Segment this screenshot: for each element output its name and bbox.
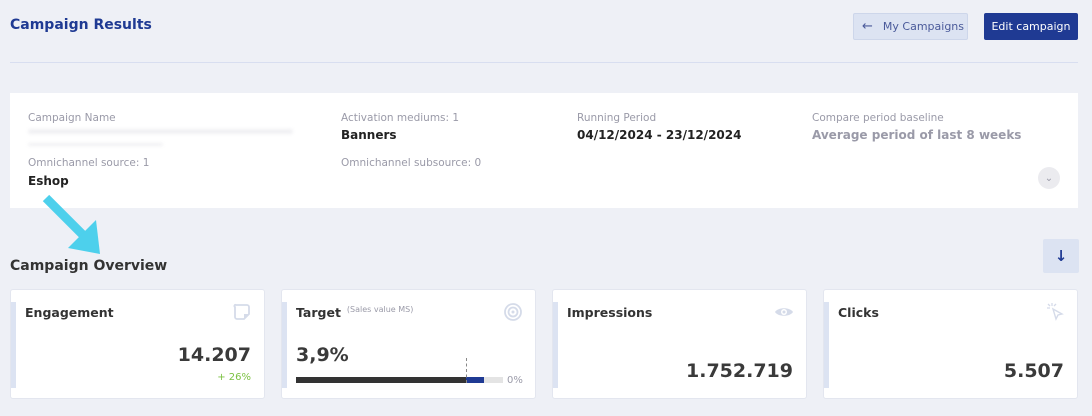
clicks-card: Clicks 5.507 <box>823 289 1078 399</box>
campaign-info-panel: Campaign Name Activation mediums: 1 Bann… <box>10 93 1078 208</box>
impressions-card: Impressions 1.752.719 <box>552 289 807 399</box>
progress-fill <box>296 377 466 383</box>
card-edge <box>282 302 287 388</box>
card-value: 5.507 <box>1003 360 1064 382</box>
activation-label: Activation mediums: 1 <box>341 112 460 124</box>
sticky-note-icon <box>233 304 250 320</box>
target-card: Target (Sales value MS) 3,9% 0% <box>281 289 536 399</box>
arrow-down-icon: ↓ <box>1054 247 1068 265</box>
baseline-label: Compare period baseline <box>812 112 944 124</box>
download-button[interactable]: ↓ <box>1043 239 1079 273</box>
my-campaigns-label: My Campaigns <box>882 20 965 33</box>
card-title-row: Target (Sales value MS) <box>296 305 413 320</box>
target-progress-bar <box>296 358 503 383</box>
period-value: 04/12/2024 - 23/12/2024 <box>577 128 742 142</box>
card-value: 1.752.719 <box>686 360 793 382</box>
card-value: 14.207 <box>177 344 251 366</box>
card-edge <box>553 302 558 388</box>
card-title: Clicks <box>838 305 879 320</box>
page-title: Campaign Results <box>10 17 152 33</box>
card-subtitle: (Sales value MS) <box>346 305 414 314</box>
pointer-arrow-icon <box>42 194 100 254</box>
campaign-name-redacted <box>28 129 293 134</box>
subsource-label: Omnichannel subsource: 0 <box>341 157 482 169</box>
card-edge <box>11 302 16 388</box>
divider <box>10 62 1078 63</box>
card-title: Target <box>296 305 341 320</box>
source-label: Omnichannel source: 1 <box>28 157 150 169</box>
eye-icon <box>775 308 793 316</box>
my-campaigns-button[interactable]: ← My Campaigns <box>853 13 968 40</box>
progress-fill-blue <box>465 377 485 383</box>
edit-campaign-button[interactable]: Edit campaign <box>984 13 1078 40</box>
card-title: Impressions <box>567 305 653 320</box>
period-label: Running Period <box>577 112 657 124</box>
campaign-name-label: Campaign Name <box>28 112 116 124</box>
card-edge <box>824 302 829 388</box>
expand-button[interactable]: ⌄ <box>1038 167 1060 189</box>
overview-title: Campaign Overview <box>10 258 168 274</box>
bar-end-label: 0% <box>507 375 523 386</box>
chevron-down-icon: ⌄ <box>1044 172 1054 184</box>
campaign-name-redacted-2 <box>28 143 163 146</box>
target-marker <box>465 358 467 383</box>
click-pointer-icon <box>1047 303 1064 321</box>
engagement-card: Engagement 14.207 + 26% <box>10 289 265 399</box>
card-title: Engagement <box>25 305 114 320</box>
card-change: + 26% <box>217 372 251 383</box>
arrow-left-icon: ← <box>862 19 873 34</box>
activation-value: Banners <box>341 128 397 142</box>
card-value: 3,9% <box>296 344 349 366</box>
target-icon <box>504 303 522 321</box>
baseline-value: Average period of last 8 weeks <box>812 128 1022 142</box>
source-value: Eshop <box>28 174 69 188</box>
